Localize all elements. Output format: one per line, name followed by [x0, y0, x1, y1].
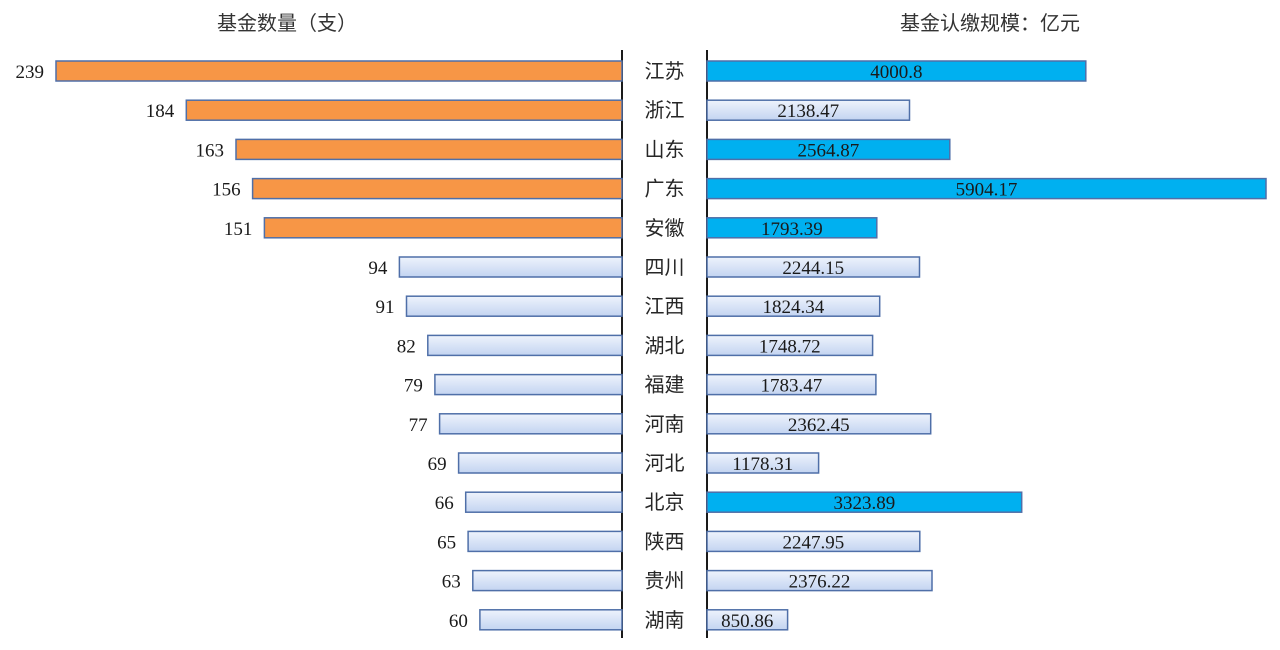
left-bar-value-label: 63 — [442, 572, 461, 593]
left-bar — [405, 295, 623, 317]
category-label: 江西 — [645, 294, 685, 318]
category-label: 陕西 — [645, 529, 685, 553]
right-bar — [706, 334, 874, 357]
left-bar — [467, 530, 623, 553]
category-label: 福建 — [645, 373, 685, 397]
left-bar-value-label: 151 — [224, 219, 253, 240]
right-bar — [706, 177, 1267, 200]
right-bar-value-label: 1783.47 — [761, 376, 823, 397]
right-chart-title: 基金认缴规模：亿元 — [900, 11, 1080, 35]
left-bar — [427, 334, 623, 357]
right-bar-value-label: 4000.8 — [870, 62, 922, 83]
left-bar-value-label: 65 — [437, 532, 456, 553]
category-label: 山东 — [645, 137, 685, 161]
left-bar — [398, 256, 623, 278]
left-bar — [263, 217, 623, 239]
category-label: 贵州 — [645, 569, 685, 593]
right-bar — [706, 569, 933, 592]
right-bar-value-label: 850.86 — [721, 611, 773, 632]
left-bar — [55, 60, 623, 82]
right-bar — [706, 217, 878, 239]
category-label: 广东 — [645, 177, 685, 201]
left-bar — [251, 177, 623, 200]
left-bar-value-label: 69 — [428, 454, 447, 475]
category-label: 浙江 — [645, 98, 685, 122]
left-bar — [464, 491, 623, 513]
right-bar — [706, 413, 932, 435]
left-bar-value-label: 91 — [376, 297, 395, 318]
category-label: 江苏 — [645, 59, 685, 83]
right-bar-value-label: 2244.15 — [782, 258, 844, 279]
left-bar — [185, 99, 623, 121]
left-bar-value-label: 156 — [212, 180, 241, 201]
right-bar — [706, 530, 921, 553]
left-bar-value-label: 184 — [146, 101, 175, 122]
category-label: 四川 — [645, 255, 685, 279]
right-bar — [706, 295, 881, 317]
left-bar — [434, 373, 623, 396]
right-bar — [706, 609, 789, 631]
right-bar-value-label: 2564.87 — [798, 140, 860, 161]
right-bar-value-label: 2362.45 — [788, 415, 850, 436]
left-bar-value-label: 82 — [397, 336, 416, 357]
right-bar — [706, 99, 911, 121]
category-label: 安徽 — [645, 216, 685, 240]
right-bar-value-label: 2376.22 — [789, 572, 851, 593]
left-bar-value-label: 79 — [404, 376, 423, 397]
right-bar — [706, 256, 921, 278]
left-bar — [235, 138, 623, 161]
category-label: 河南 — [645, 412, 685, 436]
right-bar-value-label: 1824.34 — [763, 297, 825, 318]
bars-layer: 239 江苏 4000.8 184 浙江 2138.47 163 山东 2564.87 156 广东… — [16, 59, 1267, 632]
left-bar — [457, 452, 623, 474]
right-bar-value-label: 5904.17 — [956, 180, 1018, 201]
right-bar-value-label: 2138.47 — [777, 101, 839, 122]
right-bar-value-label: 1178.31 — [732, 454, 793, 475]
right-bar — [706, 373, 877, 396]
left-bar — [438, 413, 623, 435]
category-label: 北京 — [645, 490, 685, 514]
category-label: 河北 — [645, 451, 685, 475]
left-chart-title: 基金数量（支） — [217, 11, 357, 35]
right-bar-value-label: 1748.72 — [759, 336, 821, 357]
left-bar — [479, 609, 623, 631]
right-bar — [706, 491, 1023, 513]
left-bar — [472, 569, 623, 592]
right-bar — [706, 452, 820, 474]
left-bar-value-label: 239 — [16, 62, 45, 83]
left-bar-value-label: 77 — [409, 415, 428, 436]
right-bar-value-label: 3323.89 — [834, 493, 896, 514]
left-bar-value-label: 66 — [435, 493, 454, 514]
right-bar — [706, 60, 1087, 82]
left-bar-value-label: 60 — [449, 611, 468, 632]
left-bar-value-label: 163 — [196, 140, 225, 161]
category-label: 湖南 — [645, 608, 685, 632]
category-label: 湖北 — [645, 333, 685, 357]
right-bar — [706, 138, 951, 161]
right-bar-value-label: 1793.39 — [761, 219, 823, 240]
left-bar-value-label: 94 — [368, 258, 388, 279]
right-bar-value-label: 2247.95 — [783, 532, 845, 553]
